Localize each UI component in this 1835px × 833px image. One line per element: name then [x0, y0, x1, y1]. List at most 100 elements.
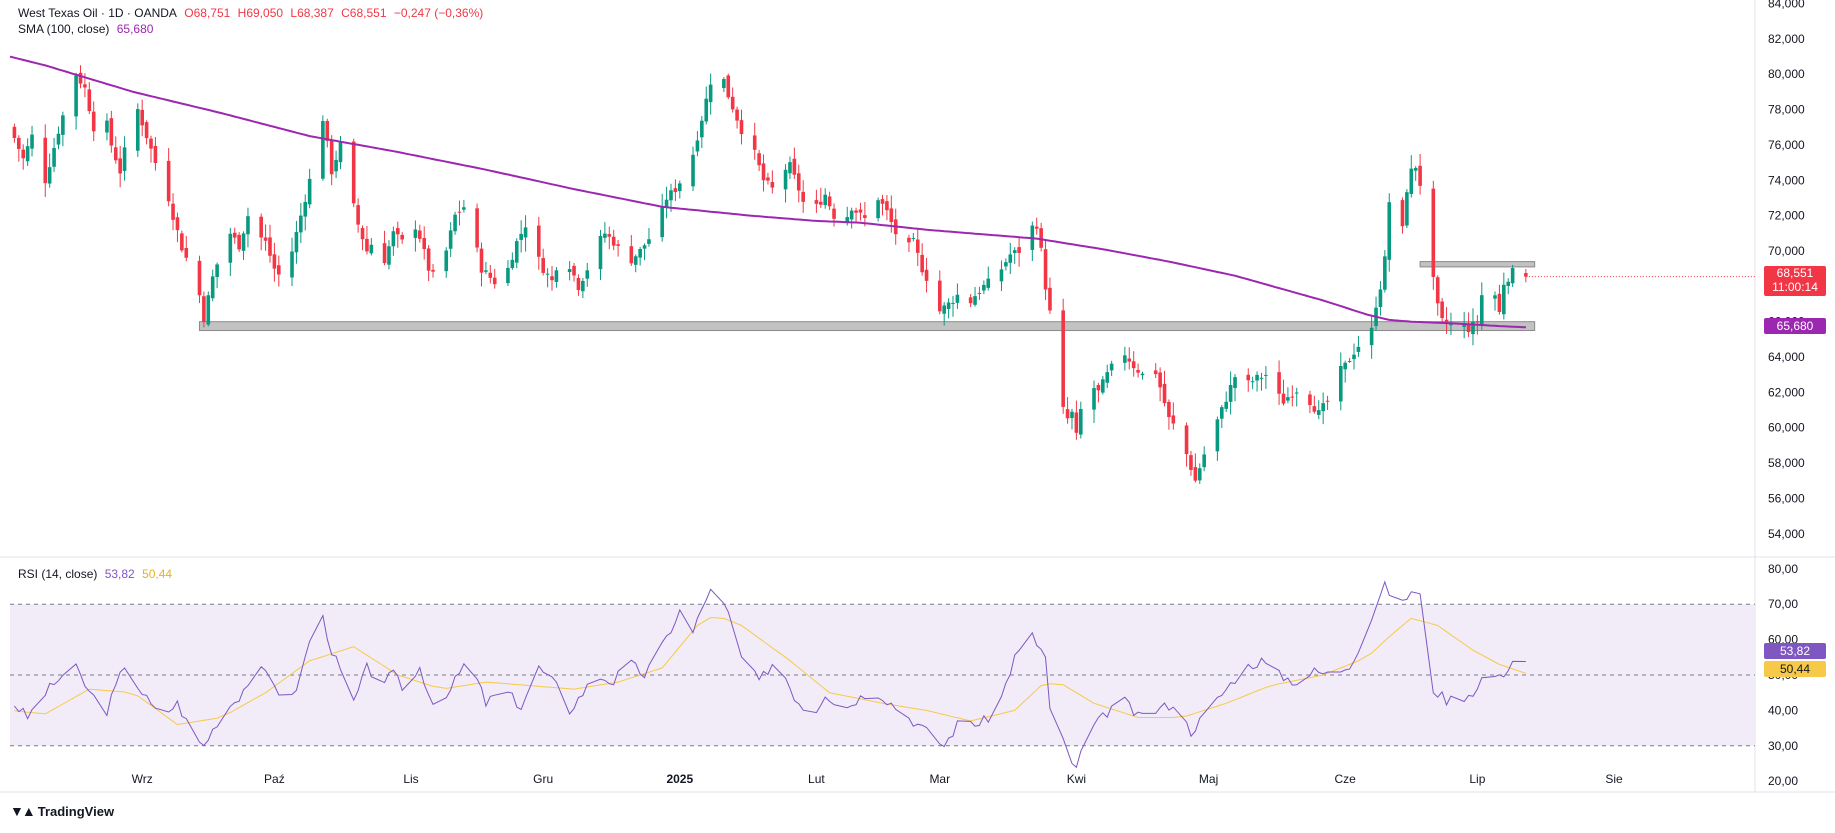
candle-down	[1400, 200, 1405, 227]
candle-up	[1383, 256, 1387, 290]
candle-up	[1387, 202, 1392, 260]
candle-down	[541, 258, 545, 273]
candle-down	[492, 277, 497, 285]
time-tick-label: 2025	[666, 772, 693, 786]
candle-down	[801, 191, 805, 202]
candle-up	[788, 162, 792, 174]
candle-down	[144, 122, 149, 139]
candle-down	[889, 208, 894, 223]
candle-down	[171, 203, 175, 220]
candle-down	[1435, 277, 1440, 304]
rsi-ma-tag: 50,44	[1764, 661, 1826, 677]
candle-up	[946, 302, 951, 310]
candle-up	[1202, 454, 1206, 468]
candle-down	[1127, 358, 1132, 362]
candle-down	[819, 201, 823, 205]
rsi-ma-value: 50,44	[142, 567, 173, 581]
candle-up	[1294, 392, 1299, 394]
candle-down	[197, 260, 202, 296]
time-tick-label: Maj	[1199, 772, 1218, 786]
candle-down	[735, 109, 739, 121]
candle-up	[554, 270, 559, 282]
candle-down	[858, 209, 863, 213]
candle-down	[739, 120, 744, 135]
candle-down	[395, 228, 400, 235]
sma-label: SMA (100, close)	[18, 22, 110, 36]
candle-up	[514, 241, 519, 263]
candle-up	[47, 167, 52, 184]
candle-down	[1171, 415, 1176, 424]
sma-legend[interactable]: SMA (100, close) 65,680	[18, 22, 157, 36]
candle-up	[545, 273, 550, 275]
candle-down	[356, 205, 360, 225]
candle-up	[290, 251, 294, 278]
candle-up	[647, 239, 651, 244]
candle-down	[673, 188, 678, 193]
rsi-legend[interactable]: RSI (14, close) 53,82 50,44	[18, 567, 176, 581]
candle-down	[1497, 293, 1502, 313]
candle-up	[876, 200, 880, 219]
candle-down	[1281, 393, 1286, 404]
candle-down	[426, 248, 431, 271]
candle-down	[937, 280, 942, 312]
candle-down	[351, 141, 356, 204]
candle-up	[664, 199, 669, 208]
candle-up	[669, 190, 673, 201]
candle-down	[536, 225, 541, 257]
candle-up	[1286, 397, 1290, 401]
candle-up	[845, 217, 850, 222]
candle-down	[1444, 319, 1449, 324]
candle-up	[387, 246, 391, 265]
tradingview-logo[interactable]: ▼▲ TradingView	[10, 803, 114, 819]
candle-up	[638, 248, 642, 258]
candle-up	[677, 183, 682, 192]
candle-up	[722, 79, 726, 89]
candle-down	[1246, 374, 1251, 381]
time-tick-label: Lis	[403, 772, 418, 786]
candle-down	[1039, 228, 1043, 248]
rsi-tick-label: 70,00	[1768, 597, 1798, 611]
sma-price-tag: 65,680	[1764, 318, 1826, 334]
candle-down	[237, 234, 241, 250]
candle-up	[695, 140, 700, 152]
candle-up	[25, 146, 30, 162]
candle-down	[766, 177, 770, 181]
candle-up	[1070, 411, 1074, 419]
candle-up	[1413, 167, 1418, 171]
candle-down	[1193, 467, 1198, 481]
high-value: H69,050	[237, 6, 284, 20]
candle-down	[184, 248, 189, 258]
candle-down	[1524, 273, 1528, 277]
candle-up	[1008, 254, 1013, 263]
candle-down	[607, 234, 612, 237]
candle-down	[118, 158, 122, 174]
candle-up	[444, 250, 449, 272]
candle-up	[484, 270, 488, 272]
candle-up	[294, 231, 299, 253]
candle-up	[1012, 250, 1017, 254]
candle-up	[999, 269, 1004, 282]
candle-down	[202, 296, 206, 323]
candle-up	[210, 276, 215, 299]
candle-up	[303, 201, 308, 217]
candle-up	[453, 214, 457, 232]
candle-up	[942, 305, 946, 314]
candle-up	[1078, 408, 1083, 435]
bar-countdown: 11:00:14	[1772, 280, 1818, 294]
candle-up	[982, 284, 986, 291]
candle-down	[166, 160, 171, 202]
candle-down	[1065, 409, 1070, 419]
candle-up	[61, 115, 65, 135]
candle-down	[1136, 369, 1140, 373]
candle-up	[1259, 377, 1264, 379]
candle-down	[382, 243, 387, 264]
price-tick-label: 54,000	[1768, 527, 1805, 541]
candle-up	[334, 159, 338, 172]
time-tick-label: Sie	[1605, 772, 1623, 786]
candle-up	[633, 256, 638, 265]
candle-up	[74, 75, 78, 117]
candle-up	[105, 120, 109, 133]
candle-down	[1096, 385, 1101, 391]
